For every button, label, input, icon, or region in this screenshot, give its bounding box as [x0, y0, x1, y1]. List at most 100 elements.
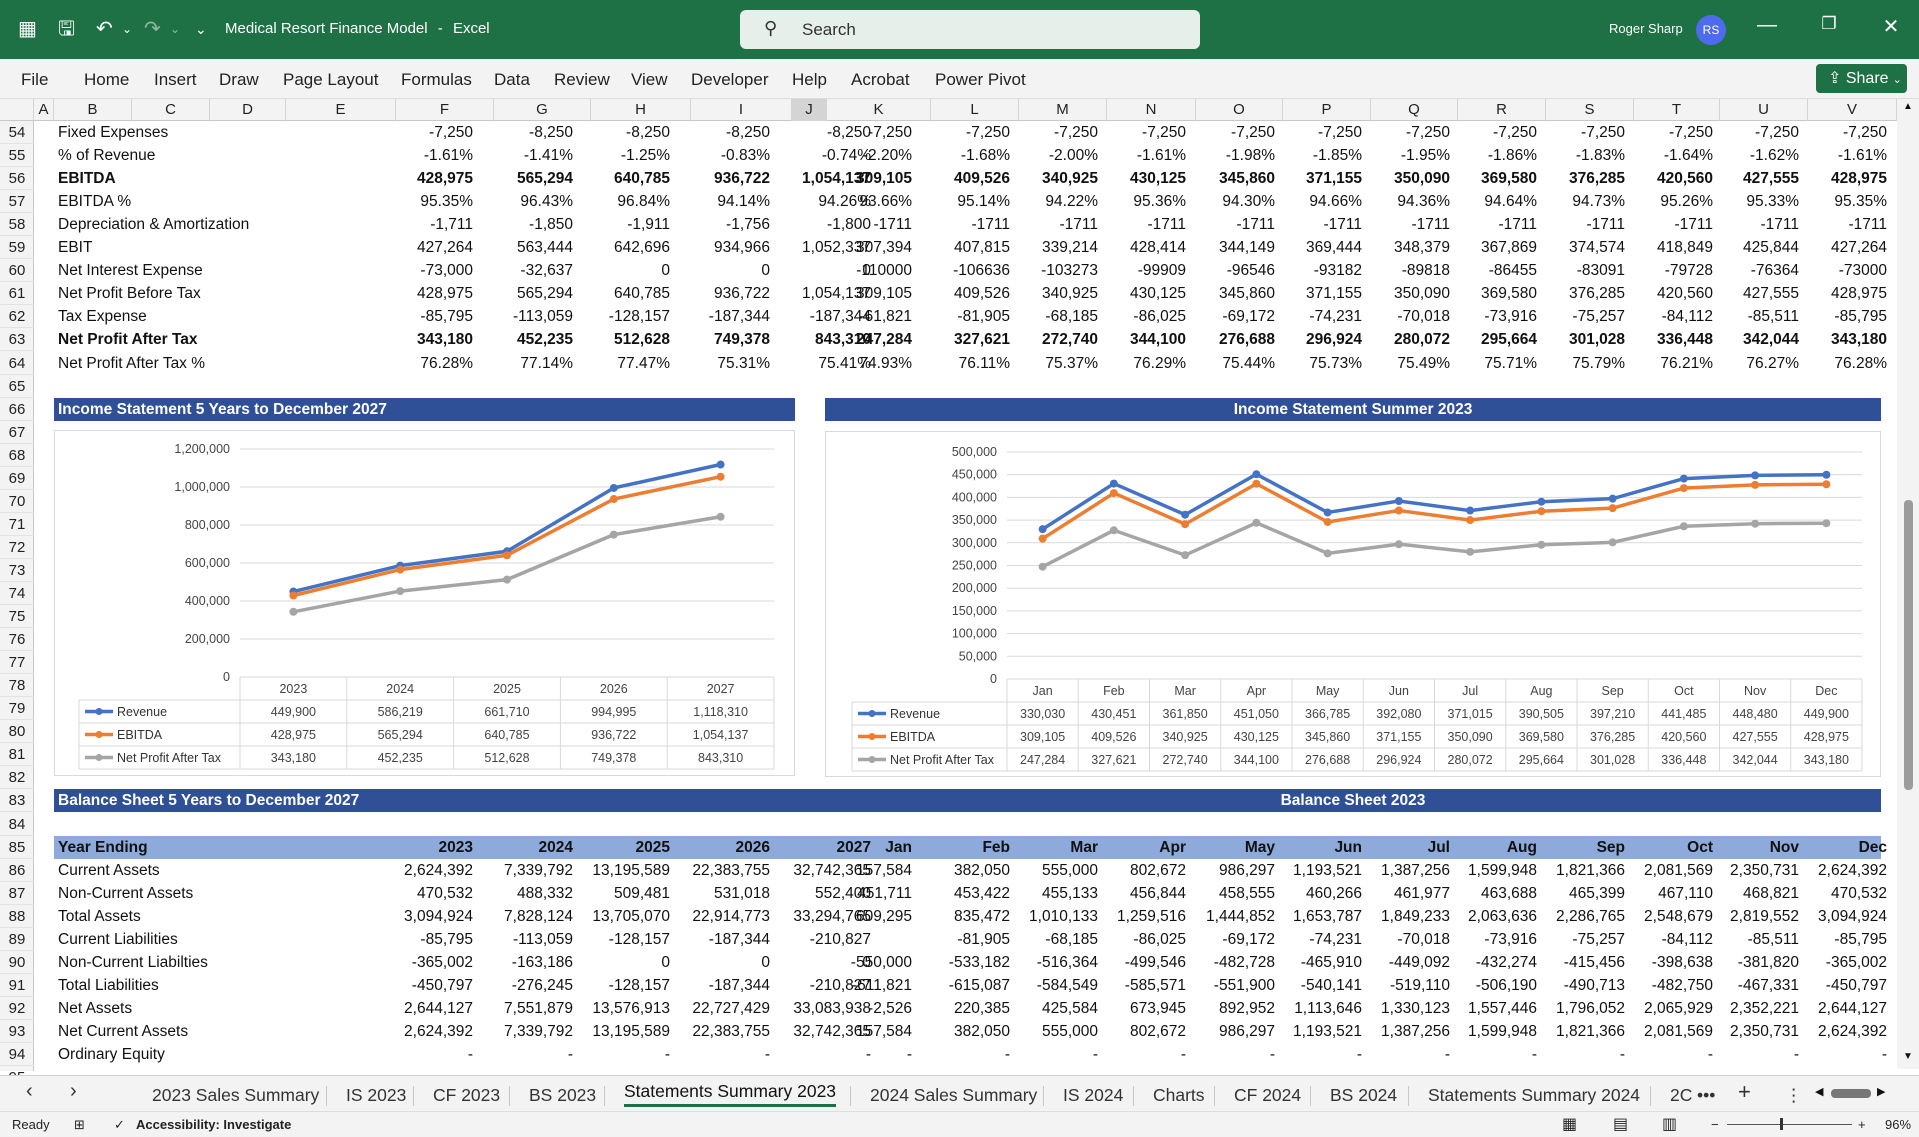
annual-value-cell[interactable]: -128,157: [608, 976, 670, 994]
monthly-value-cell[interactable]: 344,149: [1218, 239, 1275, 257]
monthly-value-cell[interactable]: 369,580: [1480, 285, 1537, 303]
annual-value-cell[interactable]: 512,628: [613, 331, 670, 349]
monthly-value-cell[interactable]: -69,172: [1222, 308, 1275, 326]
monthly-value-cell[interactable]: 247,284: [855, 331, 912, 349]
annual-value-cell[interactable]: -7,250: [429, 124, 473, 141]
data-point[interactable]: [609, 495, 618, 504]
month-header-cell[interactable]: Mar: [1070, 838, 1098, 856]
annual-value-cell[interactable]: 565,294: [516, 170, 573, 188]
month-header-cell[interactable]: Jan: [885, 838, 912, 856]
zoom-level[interactable]: 96%: [1885, 1117, 1912, 1132]
monthly-value-cell[interactable]: -1.86%: [1487, 147, 1537, 165]
data-point[interactable]: [1394, 496, 1403, 505]
save-icon[interactable]: 🖫: [58, 18, 76, 40]
annual-value-cell[interactable]: 75.41%: [818, 354, 871, 372]
row-header[interactable]: 77: [0, 651, 34, 675]
monthly-value-cell[interactable]: 1,796,052: [1556, 999, 1625, 1017]
share-button[interactable]: ⇪ Share ⌄: [1816, 64, 1907, 93]
row-label[interactable]: Total Assets: [58, 907, 141, 925]
annual-value-cell[interactable]: 7,551,879: [504, 999, 573, 1017]
annual-value-cell[interactable]: 552,400: [814, 884, 871, 902]
monthly-value-cell[interactable]: -: [1269, 1046, 1275, 1063]
monthly-value-cell[interactable]: 75.49%: [1397, 354, 1450, 372]
data-point[interactable]: [1109, 479, 1118, 488]
monthly-value-cell[interactable]: 1,330,123: [1381, 999, 1450, 1017]
monthly-value-cell[interactable]: 986,297: [1218, 861, 1275, 879]
menu-data[interactable]: Data: [494, 70, 530, 89]
monthly-value-cell[interactable]: 427,555: [1742, 285, 1799, 303]
monthly-value-cell[interactable]: 1,599,948: [1468, 861, 1537, 879]
monthly-value-cell[interactable]: 455,133: [1041, 884, 1098, 902]
annual-value-cell[interactable]: -8,250: [529, 124, 573, 141]
annual-value-cell[interactable]: -32,637: [520, 262, 573, 280]
monthly-value-cell[interactable]: 1,821,366: [1556, 1022, 1625, 1040]
monthly-value-cell[interactable]: 94.64%: [1484, 193, 1537, 211]
annual-value-cell[interactable]: 22,914,773: [692, 907, 770, 925]
monthly-value-cell[interactable]: -450,797: [1825, 976, 1887, 994]
monthly-value-cell[interactable]: -1.61%: [1136, 147, 1186, 165]
monthly-value-cell[interactable]: 461,977: [1393, 884, 1450, 902]
data-point[interactable]: [1537, 507, 1546, 516]
monthly-value-cell[interactable]: -611,821: [851, 976, 912, 994]
monthly-value-cell[interactable]: -465,910: [1300, 953, 1362, 971]
monthly-value-cell[interactable]: 309,105: [855, 170, 912, 188]
column-header[interactable]: R: [1458, 99, 1546, 121]
sheet-tab[interactable]: Statements Summary 2024: [1428, 1085, 1641, 1105]
data-point[interactable]: [1679, 522, 1688, 531]
row-header[interactable]: 72: [0, 536, 34, 559]
data-point[interactable]: [609, 483, 618, 492]
monthly-value-cell[interactable]: 453,422: [953, 884, 1010, 902]
monthly-value-cell[interactable]: -81,905: [957, 930, 1010, 948]
annual-value-cell[interactable]: 75.31%: [717, 354, 770, 372]
monthly-value-cell[interactable]: -1711: [1411, 216, 1451, 234]
monthly-value-cell[interactable]: -73000: [1838, 262, 1887, 280]
next-sheet-icon[interactable]: ›: [70, 1080, 77, 1102]
monthly-value-cell[interactable]: 2,065,929: [1644, 999, 1713, 1017]
monthly-value-cell[interactable]: 1,557,446: [1468, 999, 1537, 1017]
month-header-cell[interactable]: Oct: [1687, 838, 1713, 856]
annual-value-cell[interactable]: 343,180: [416, 331, 473, 349]
monthly-value-cell[interactable]: -7,250: [1406, 124, 1450, 141]
restore-icon[interactable]: ❐: [1821, 14, 1837, 33]
zoom-slider[interactable]: [1727, 1124, 1852, 1125]
annual-value-cell[interactable]: 0: [661, 262, 670, 280]
row-header[interactable]: 82: [0, 766, 34, 790]
monthly-value-cell[interactable]: 425,844: [1742, 239, 1799, 257]
annual-value-cell[interactable]: 94.26%: [818, 193, 871, 211]
annual-value-cell[interactable]: 640,785: [613, 285, 670, 303]
annual-value-cell[interactable]: -187,344: [809, 308, 871, 326]
monthly-value-cell[interactable]: -1.85%: [1312, 147, 1362, 165]
annual-value-cell[interactable]: 1,052,337: [802, 239, 871, 257]
annual-value-cell[interactable]: 531,018: [713, 884, 770, 902]
row-header[interactable]: 76: [0, 628, 34, 652]
annual-value-cell[interactable]: 428,975: [416, 170, 473, 188]
annual-value-cell[interactable]: 13,195,589: [592, 1022, 670, 1040]
annual-value-cell[interactable]: 7,339,792: [504, 1022, 573, 1040]
monthly-value-cell[interactable]: 220,385: [953, 999, 1010, 1017]
monthly-value-cell[interactable]: -1711: [1586, 216, 1626, 234]
monthly-value-cell[interactable]: 74.93%: [859, 354, 912, 372]
page-layout-view-icon[interactable]: ▤: [1613, 1116, 1629, 1133]
column-header[interactable]: U: [1720, 99, 1808, 121]
monthly-value-cell[interactable]: 344,100: [1129, 331, 1186, 349]
monthly-value-cell[interactable]: -85,511: [1747, 308, 1799, 326]
year-header-cell[interactable]: 2025: [635, 838, 670, 856]
annual-value-cell[interactable]: -187,344: [708, 930, 770, 948]
monthly-value-cell[interactable]: -551,900: [1213, 976, 1275, 994]
monthly-value-cell[interactable]: 2,624,392: [1818, 861, 1887, 879]
data-point[interactable]: [396, 565, 405, 574]
monthly-value-cell[interactable]: -550,000: [850, 953, 912, 971]
monthly-value-cell[interactable]: 420,560: [1656, 285, 1713, 303]
column-header[interactable]: I: [691, 99, 792, 121]
monthly-value-cell[interactable]: -86,025: [1133, 308, 1186, 326]
monthly-value-cell[interactable]: -432,274: [1475, 953, 1537, 971]
monthly-value-cell[interactable]: 1,599,948: [1468, 1022, 1537, 1040]
annual-value-cell[interactable]: 1,054,137: [802, 285, 871, 303]
monthly-value-cell[interactable]: 555,000: [1041, 861, 1098, 879]
row-header[interactable]: 87: [0, 882, 34, 905]
page-break-view-icon[interactable]: ▥: [1662, 1116, 1678, 1133]
customize-toolbar-icon[interactable]: ⌄: [195, 21, 207, 37]
annual-value-cell[interactable]: 96.84%: [617, 193, 670, 211]
annual-value-cell[interactable]: -: [664, 1046, 670, 1063]
menu-file[interactable]: File: [21, 70, 49, 89]
